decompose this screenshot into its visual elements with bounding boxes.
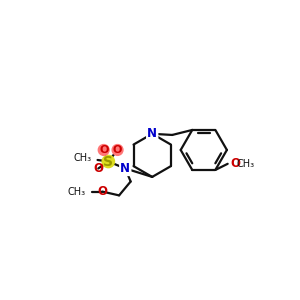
Text: O: O [230, 157, 240, 170]
Text: S: S [103, 154, 113, 169]
Circle shape [112, 145, 123, 155]
Text: O: O [99, 145, 108, 155]
Text: O: O [97, 185, 107, 198]
Text: N: N [120, 162, 130, 175]
Circle shape [98, 145, 109, 155]
Text: N: N [147, 127, 157, 140]
Text: CH₃: CH₃ [73, 153, 92, 164]
Text: CH₃: CH₃ [68, 187, 86, 196]
Circle shape [102, 155, 115, 168]
Text: CH₃: CH₃ [237, 159, 255, 169]
Text: O: O [113, 145, 122, 155]
Text: O: O [93, 162, 103, 175]
